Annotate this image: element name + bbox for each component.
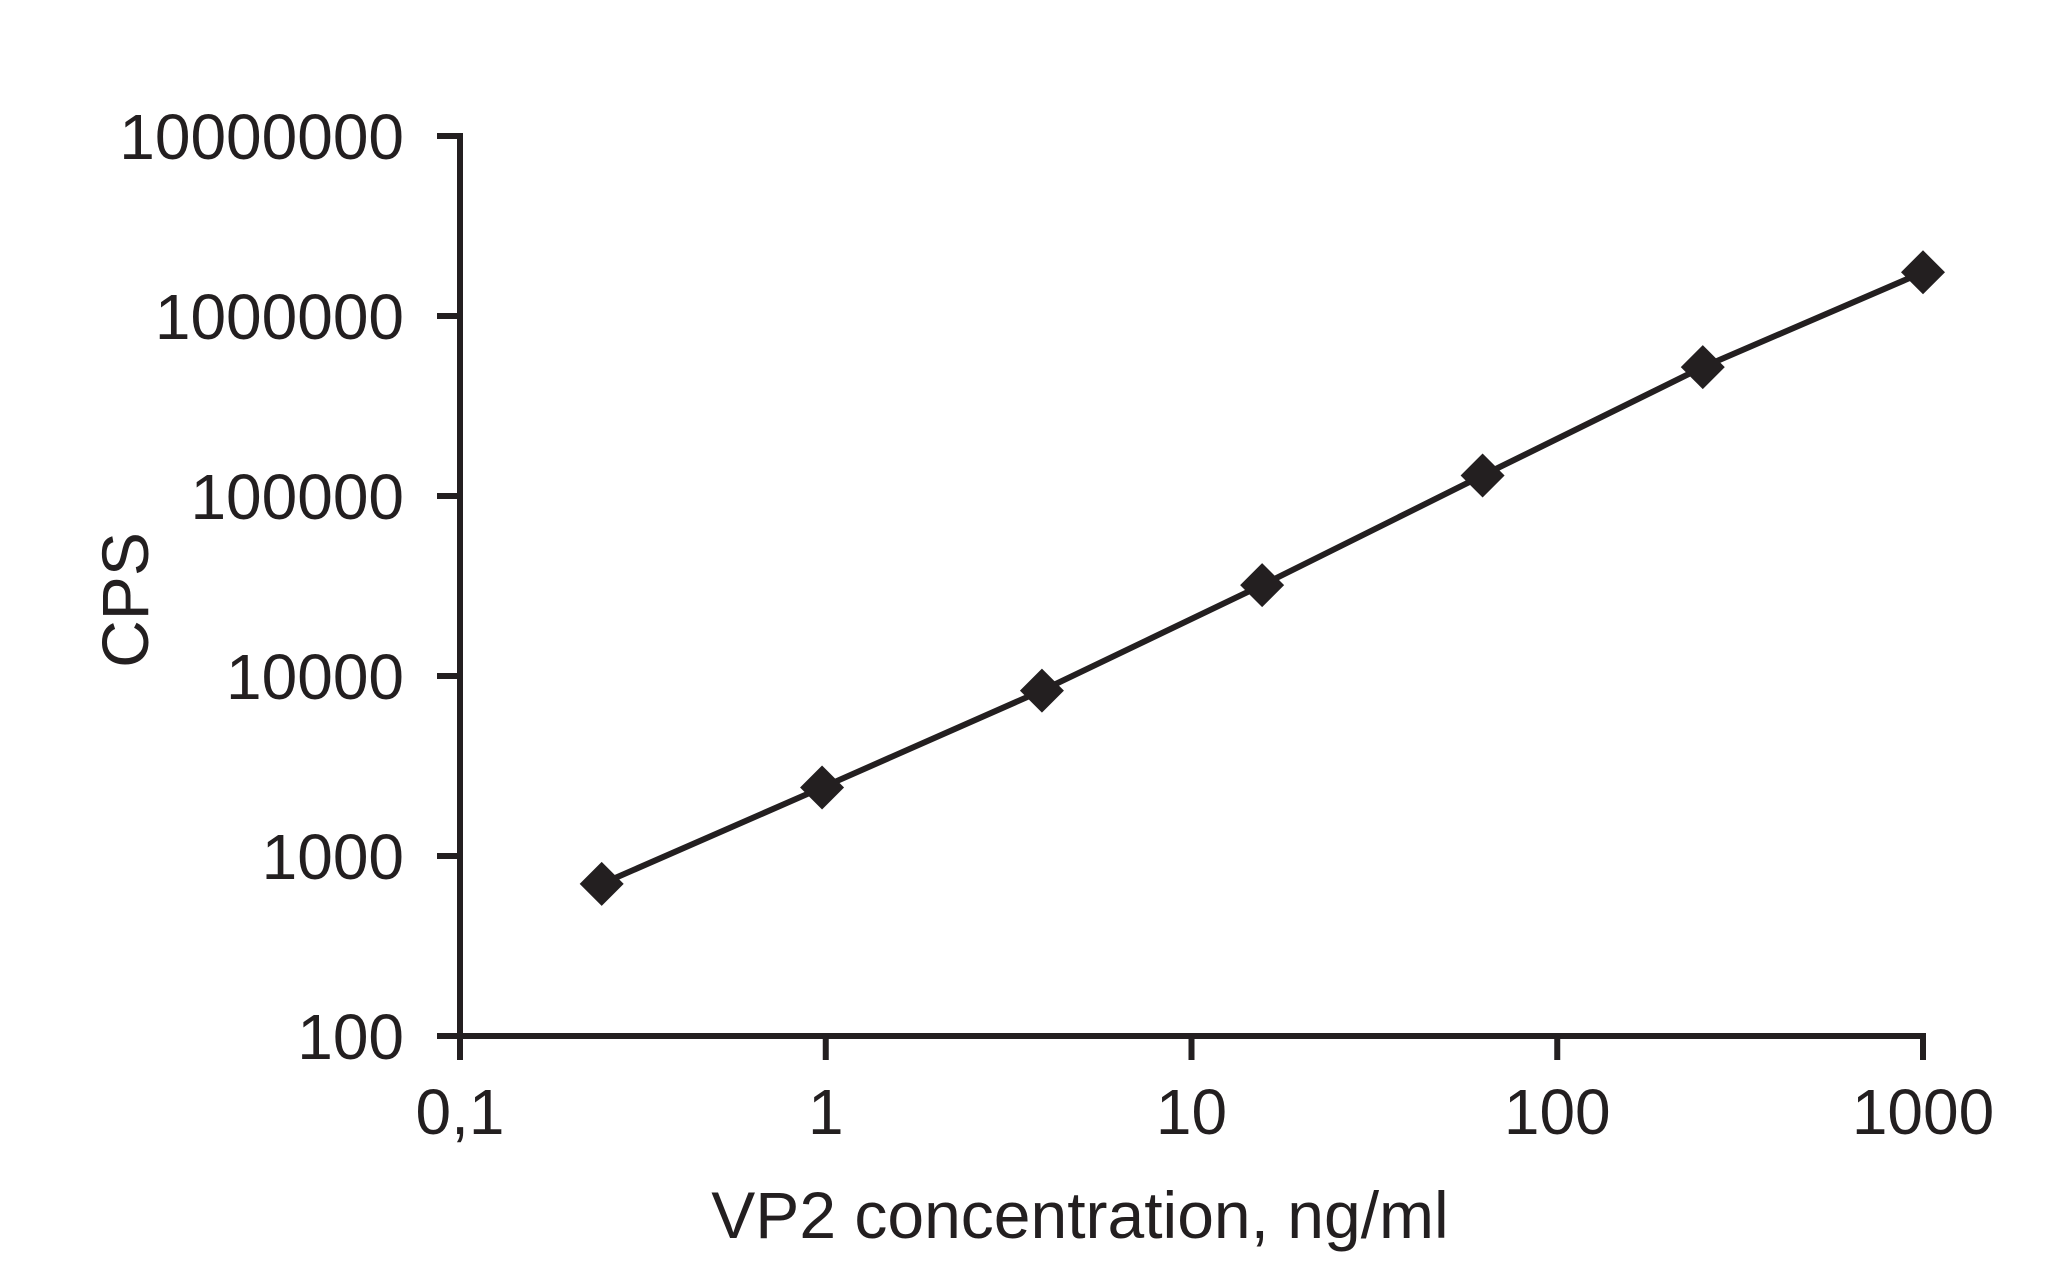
y-axis: 100 1000 10000 100000 1000000 10000000 — [119, 101, 463, 1073]
data-point — [800, 765, 845, 810]
data-point — [1901, 250, 1945, 295]
data-point — [1460, 453, 1505, 498]
x-tick-label: 0,1 — [416, 1076, 505, 1148]
y-tick-label: 10000000 — [119, 101, 404, 173]
y-tick-label: 1000 — [262, 821, 404, 893]
x-axis: 0,1 1 10 100 1000 — [416, 1033, 1994, 1148]
series-layer — [579, 250, 1945, 906]
x-ticks: 0,1 1 10 100 1000 — [416, 1036, 1994, 1148]
data-point — [1240, 563, 1285, 608]
x-tick-label: 100 — [1504, 1076, 1611, 1148]
y-ticks: 100 1000 10000 100000 1000000 10000000 — [119, 101, 460, 1073]
y-tick-label: 1000000 — [155, 281, 404, 353]
x-tick-label: 1 — [808, 1076, 844, 1148]
data-point — [579, 861, 624, 906]
data-point — [1680, 345, 1725, 390]
y-tick-label: 10000 — [226, 641, 404, 713]
y-tick-label: 100 — [297, 1001, 404, 1073]
x-axis-label: VP2 concentration, ng/ml — [711, 1178, 1448, 1252]
x-tick-label: 10 — [1156, 1076, 1227, 1148]
data-point — [1019, 668, 1064, 713]
x-tick-label: 1000 — [1852, 1076, 1994, 1148]
y-tick-label: 100000 — [190, 461, 404, 533]
y-axis-label: CPS — [88, 532, 162, 668]
